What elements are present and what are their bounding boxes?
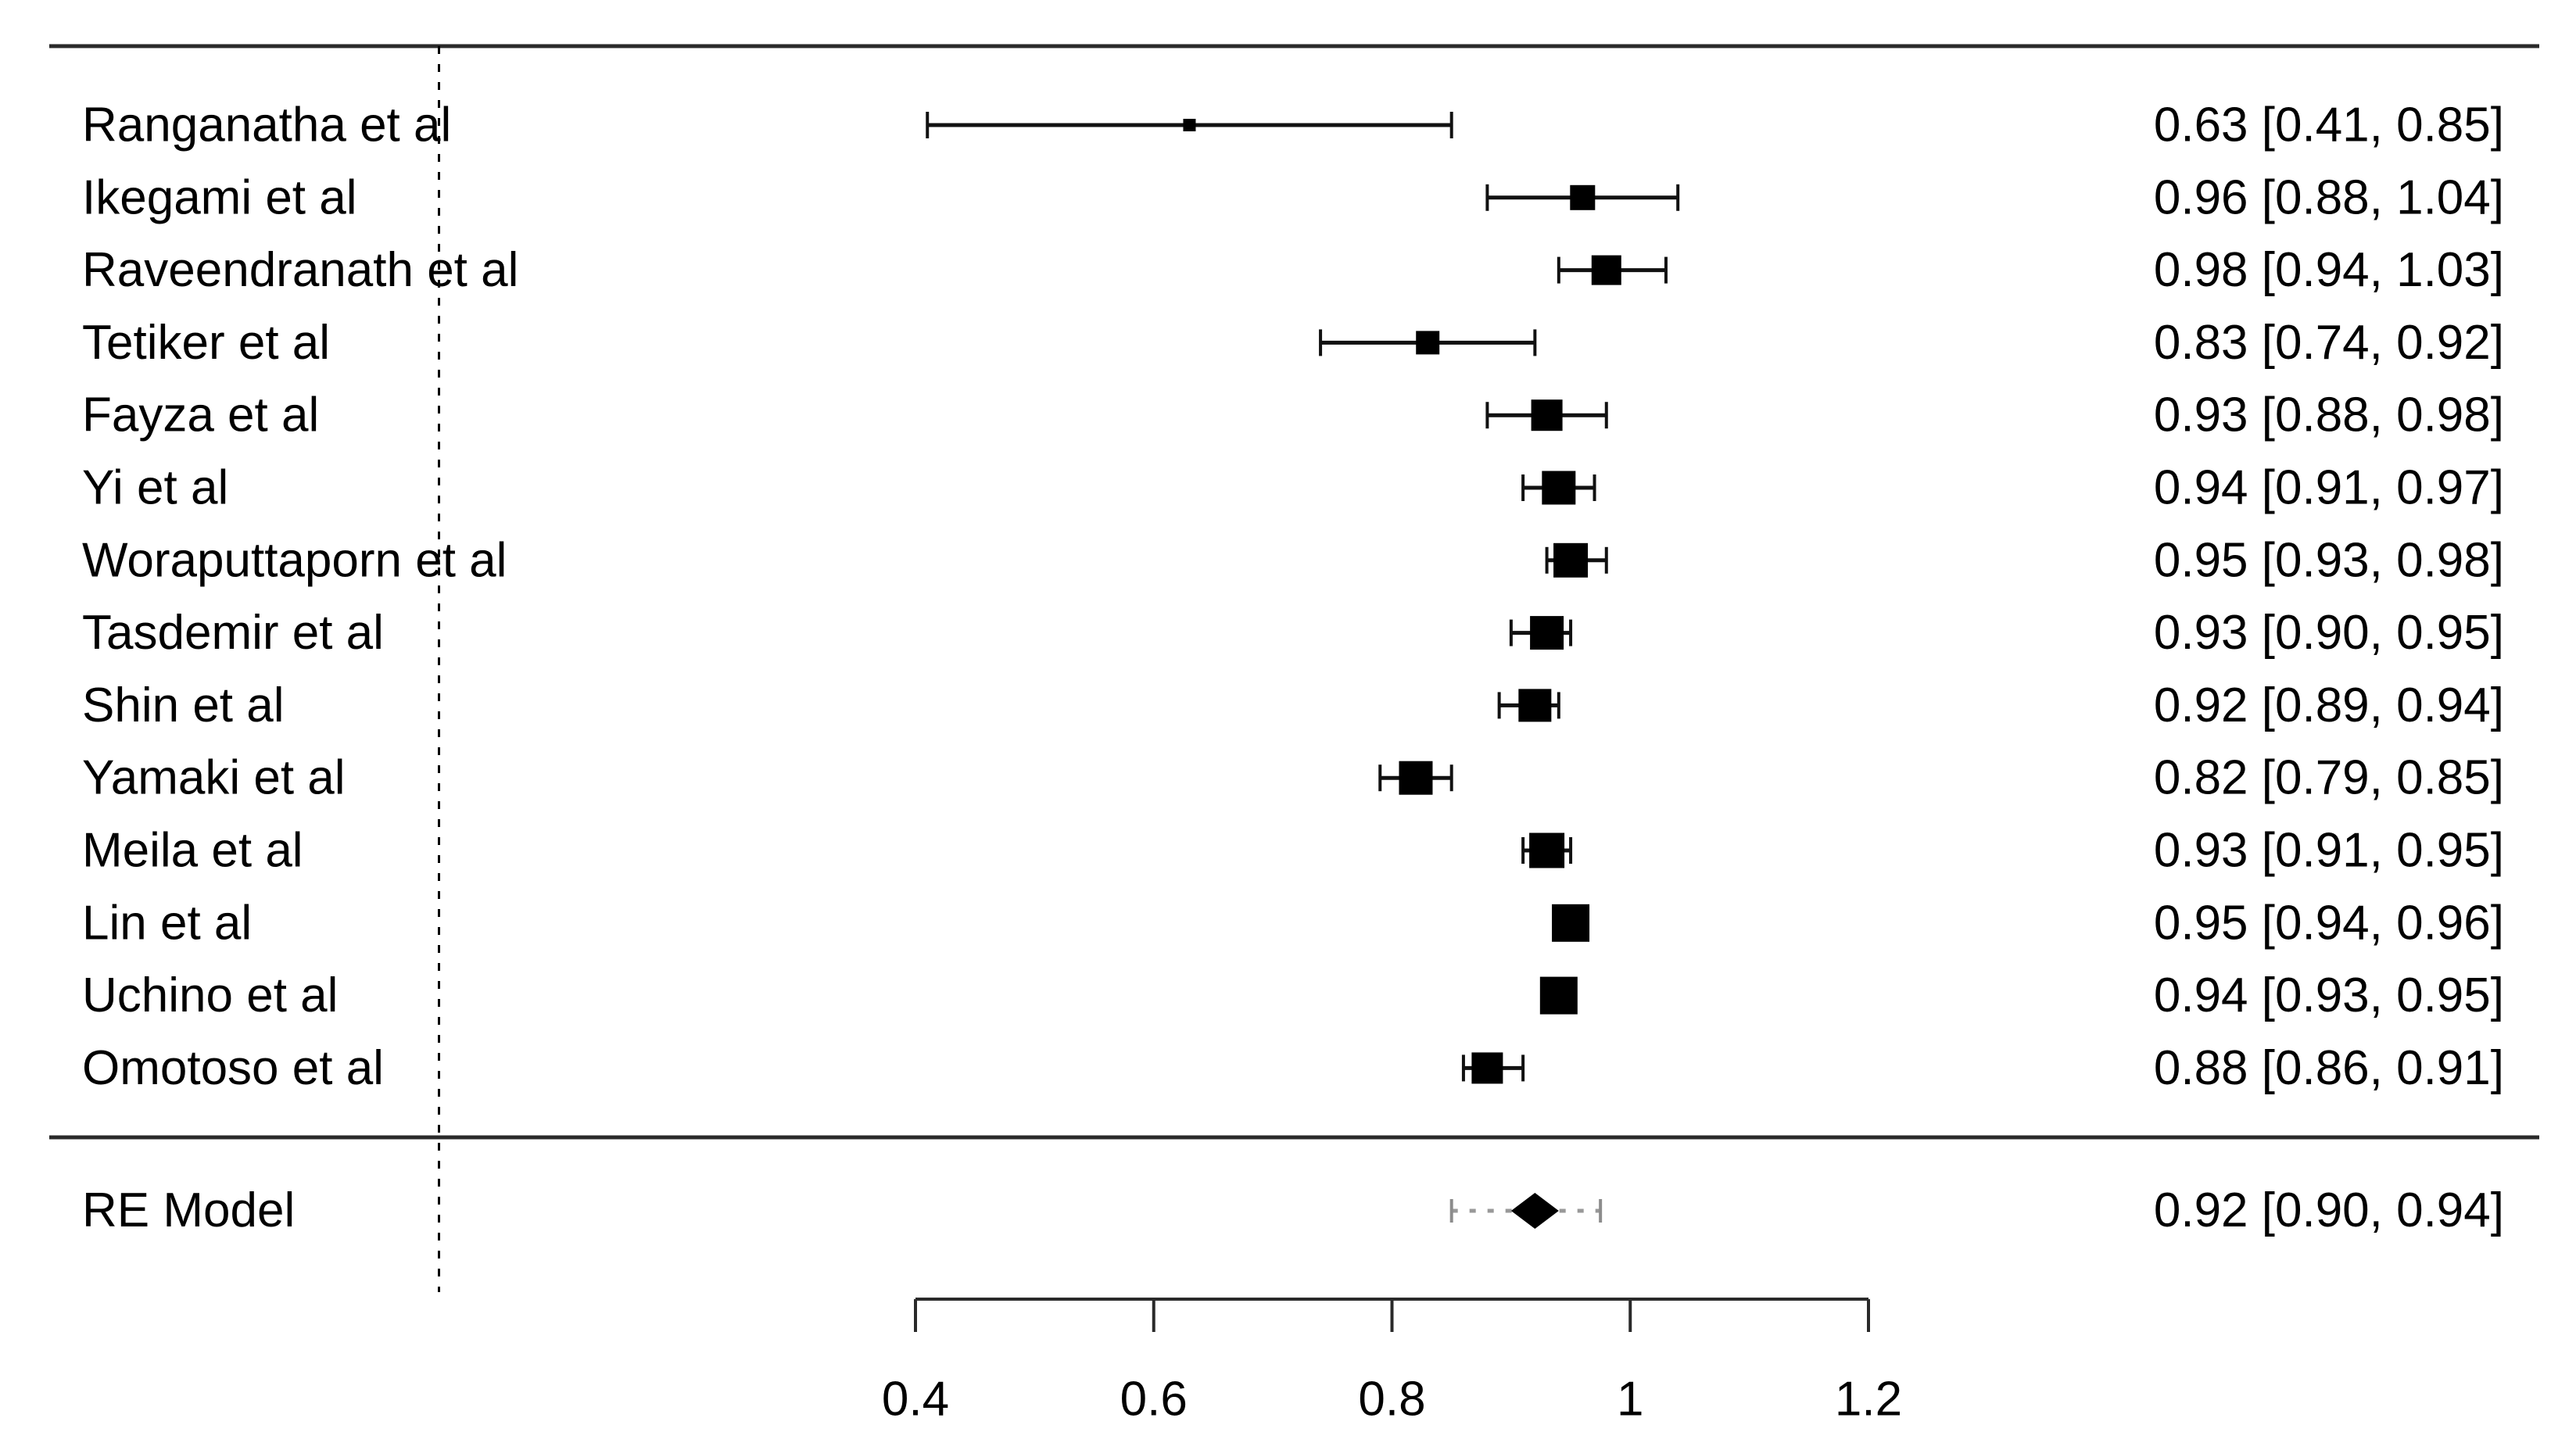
- study-point-square: [1552, 904, 1590, 942]
- study-annotation: 0.95 [0.93, 0.98]: [2154, 533, 2504, 587]
- study-label: Uchino et al: [82, 968, 338, 1022]
- study-point-square: [1416, 331, 1440, 355]
- study-annotation: 0.96 [0.88, 1.04]: [2154, 170, 2504, 224]
- study-annotation: 0.98 [0.94, 1.03]: [2154, 243, 2504, 297]
- study-point-square: [1542, 471, 1576, 505]
- study-label: Tetiker et al: [82, 316, 330, 370]
- study-annotation: 0.92 [0.89, 0.94]: [2154, 678, 2504, 732]
- x-axis-tick-label: 1.2: [1835, 1373, 1902, 1427]
- study-label: Lin et al: [82, 896, 252, 950]
- study-point-square: [1531, 399, 1563, 431]
- study-annotation: 0.94 [0.91, 0.97]: [2154, 461, 2504, 515]
- summary-annotation: 0.92 [0.90, 0.94]: [2153, 1183, 2504, 1237]
- study-label: Yamaki et al: [82, 751, 346, 805]
- study-point-square: [1570, 184, 1596, 210]
- study-point-square: [1471, 1052, 1503, 1084]
- study-label: Omotoso et al: [82, 1041, 384, 1095]
- study-annotation: 0.95 [0.94, 0.96]: [2154, 896, 2504, 950]
- study-label: Yi et al: [82, 461, 228, 515]
- study-annotation: 0.94 [0.93, 0.95]: [2154, 968, 2504, 1022]
- study-label: Raveendranath et al: [82, 243, 518, 297]
- x-axis-tick-label: 1: [1617, 1373, 1643, 1427]
- study-annotation: 0.83 [0.74, 0.92]: [2154, 316, 2504, 370]
- study-point-square: [1183, 119, 1196, 131]
- study-point-square: [1539, 976, 1578, 1015]
- study-point-square: [1399, 761, 1433, 795]
- study-point-square: [1518, 689, 1552, 722]
- study-label: Ikegami et al: [82, 170, 357, 224]
- study-label: Shin et al: [82, 678, 285, 732]
- study-label: Woraputtaporn et al: [82, 533, 507, 587]
- study-point-square: [1529, 832, 1565, 868]
- summary-diamond: [1510, 1193, 1559, 1229]
- study-annotation: 0.93 [0.90, 0.95]: [2154, 606, 2504, 660]
- study-annotation: 0.88 [0.86, 0.91]: [2154, 1041, 2504, 1095]
- study-annotation: 0.82 [0.79, 0.85]: [2154, 751, 2504, 805]
- study-point-square: [1591, 255, 1621, 285]
- study-label: Fayza et al: [82, 388, 319, 442]
- study-annotation: 0.63 [0.41, 0.85]: [2154, 98, 2504, 152]
- x-axis-tick-label: 0.6: [1120, 1373, 1188, 1427]
- study-label: Meila et al: [82, 824, 303, 878]
- study-label: Tasdemir et al: [82, 606, 384, 660]
- x-axis-tick-label: 0.4: [882, 1373, 949, 1427]
- study-annotation: 0.93 [0.91, 0.95]: [2154, 824, 2504, 878]
- summary-label: RE Model: [82, 1183, 296, 1237]
- study-annotation: 0.93 [0.88, 0.98]: [2154, 388, 2504, 442]
- study-label: Ranganatha et al: [82, 98, 451, 152]
- study-point-square: [1553, 542, 1589, 578]
- study-point-square: [1530, 616, 1564, 650]
- x-axis-tick-label: 0.8: [1358, 1373, 1425, 1427]
